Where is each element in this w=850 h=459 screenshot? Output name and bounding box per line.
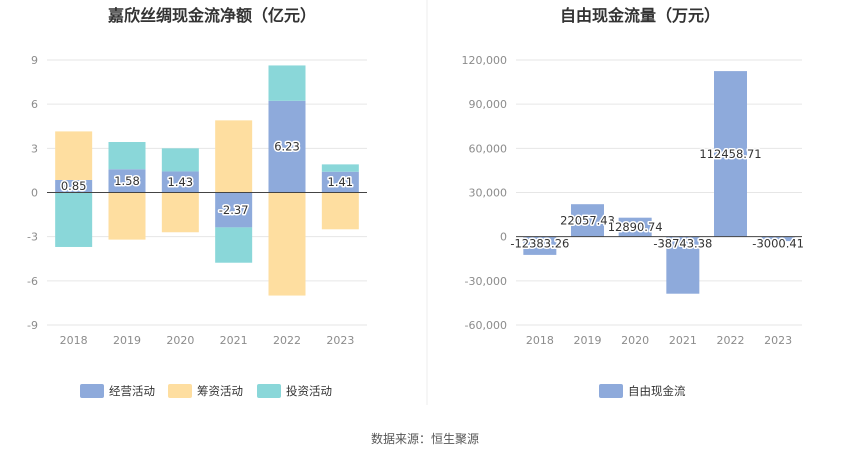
data-label: -2.37	[219, 203, 249, 217]
data-label: -12383.26	[510, 237, 569, 251]
bar-financing-2021	[215, 120, 253, 193]
cash-flow-chart-title: 嘉欣丝绸现金流净额（亿元）	[107, 6, 316, 25]
x-tick-label: 2023	[326, 334, 354, 347]
bar-investing-2023	[321, 164, 359, 172]
cash-flow-bars	[55, 65, 359, 296]
bar-free_cash-2019	[571, 204, 604, 237]
legend-label-free_cash: 自由现金流	[628, 384, 686, 398]
chart-canvas: 嘉欣丝绸现金流净额（亿元） 9 6 3 0 -3 -6 -9 0.85 1.58 1.43 -2.…	[27, 0, 806, 405]
data-label: 0.85	[61, 179, 87, 193]
bar-investing-2020	[161, 148, 199, 172]
legend-swatch-investing	[257, 384, 281, 398]
y-tick-label: 0	[31, 187, 38, 200]
y-tick-label: -60,000	[465, 319, 507, 332]
legend-label-financing: 筹资活动	[197, 384, 243, 398]
bar-free_cash-2022	[714, 71, 747, 237]
data-label: -38743.38	[653, 237, 712, 251]
cash-flow-x-ticks: 2018 2019 2020 2021 2022 2023	[60, 334, 355, 347]
y-tick-label: 6	[31, 98, 38, 111]
free-cash-flow-bars	[523, 71, 795, 294]
free-cash-flow-x-ticks: 2018 2019 2020 2021 2022 2023	[526, 334, 792, 347]
bar-investing-2018	[55, 192, 93, 247]
y-tick-label: 0	[500, 231, 507, 244]
cash-flow-data-labels: 0.85 1.58 1.43 -2.37 6.23 1.41	[59, 138, 354, 218]
free-cash-flow-grid	[516, 59, 802, 326]
bar-financing-2020	[161, 192, 199, 233]
bar-investing-2019	[108, 142, 146, 170]
free-cash-flow-chart-title: 自由现金流量（万元）	[560, 6, 720, 25]
y-tick-label: -30,000	[465, 275, 507, 288]
legend-swatch-operating	[80, 384, 104, 398]
x-tick-label: 2019	[574, 334, 602, 347]
free-cash-flow-y-ticks: 120,000 90,000 60,000 30,000 0 -30,000 -60,000	[462, 54, 508, 332]
legend-label-investing: 投资活动	[286, 384, 332, 398]
y-tick-label: 60,000	[469, 142, 508, 155]
data-label: 1.43	[168, 175, 194, 189]
bar-operating-2023	[321, 171, 359, 193]
bar-free_cash-2018	[523, 236, 557, 255]
y-tick-label: -3	[27, 231, 38, 244]
bar-investing-2022	[268, 65, 306, 101]
data-label: 6.23	[274, 140, 300, 154]
y-tick-label: 30,000	[469, 187, 508, 200]
x-tick-label: 2022	[717, 334, 745, 347]
x-tick-label: 2022	[273, 334, 301, 347]
cash-flow-legend: 经营活动 筹资活动 投资活动	[80, 384, 332, 398]
bar-operating-2022	[268, 100, 306, 193]
bar-financing-2018	[55, 131, 93, 180]
cash-flow-grid	[47, 59, 367, 326]
legend-label-operating: 经营活动	[109, 384, 155, 398]
bar-investing-2021	[215, 227, 253, 263]
y-tick-label: 9	[31, 54, 38, 67]
bar-operating-2020	[161, 171, 199, 193]
data-label: 12890.74	[608, 220, 663, 234]
bar-free_cash-2023	[761, 236, 795, 242]
x-tick-label: 2019	[113, 334, 141, 347]
x-tick-label: 2021	[220, 334, 248, 347]
data-label: 1.58	[114, 174, 140, 188]
data-label: 112458.71	[699, 147, 761, 161]
legend-swatch-financing	[168, 384, 192, 398]
data-label: 1.41	[328, 175, 354, 189]
y-tick-label: -9	[27, 319, 38, 332]
cash-flow-y-ticks: 9 6 3 0 -3 -6 -9	[27, 54, 38, 332]
x-tick-label: 2018	[60, 334, 88, 347]
x-tick-label: 2020	[621, 334, 649, 347]
y-tick-label: 3	[31, 142, 38, 155]
x-tick-label: 2021	[669, 334, 697, 347]
x-tick-label: 2023	[764, 334, 792, 347]
cash-flow-net-chart: 嘉欣丝绸现金流净额（亿元） 9 6 3 0 -3 -6 -9 0.85 1.58 1.43 -2.…	[27, 6, 367, 398]
y-tick-label: 90,000	[469, 98, 508, 111]
bar-operating-2018	[55, 179, 93, 193]
x-tick-label: 2018	[526, 334, 554, 347]
legend-swatch-free_cash	[599, 384, 623, 398]
bar-free_cash-2020	[618, 217, 652, 237]
free-cash-flow-chart: 自由现金流量（万元） 120,000 90,000 60,000 30,000 0 -30…	[462, 6, 806, 398]
y-tick-label: 120,000	[462, 54, 508, 67]
bar-financing-2022	[268, 192, 306, 296]
x-tick-label: 2020	[166, 334, 194, 347]
bar-operating-2019	[108, 169, 146, 193]
data-source-footer: 数据来源：恒生聚源	[370, 432, 479, 446]
free-cash-flow-legend: 自由现金流	[599, 384, 686, 398]
bar-operating-2021	[215, 192, 253, 228]
bar-free_cash-2021	[666, 236, 700, 294]
data-label: 22057.43	[560, 213, 615, 227]
data-label: -3000.41	[752, 237, 804, 251]
bar-financing-2023	[321, 192, 359, 230]
y-tick-label: -6	[27, 275, 38, 288]
bar-financing-2019	[108, 192, 146, 240]
